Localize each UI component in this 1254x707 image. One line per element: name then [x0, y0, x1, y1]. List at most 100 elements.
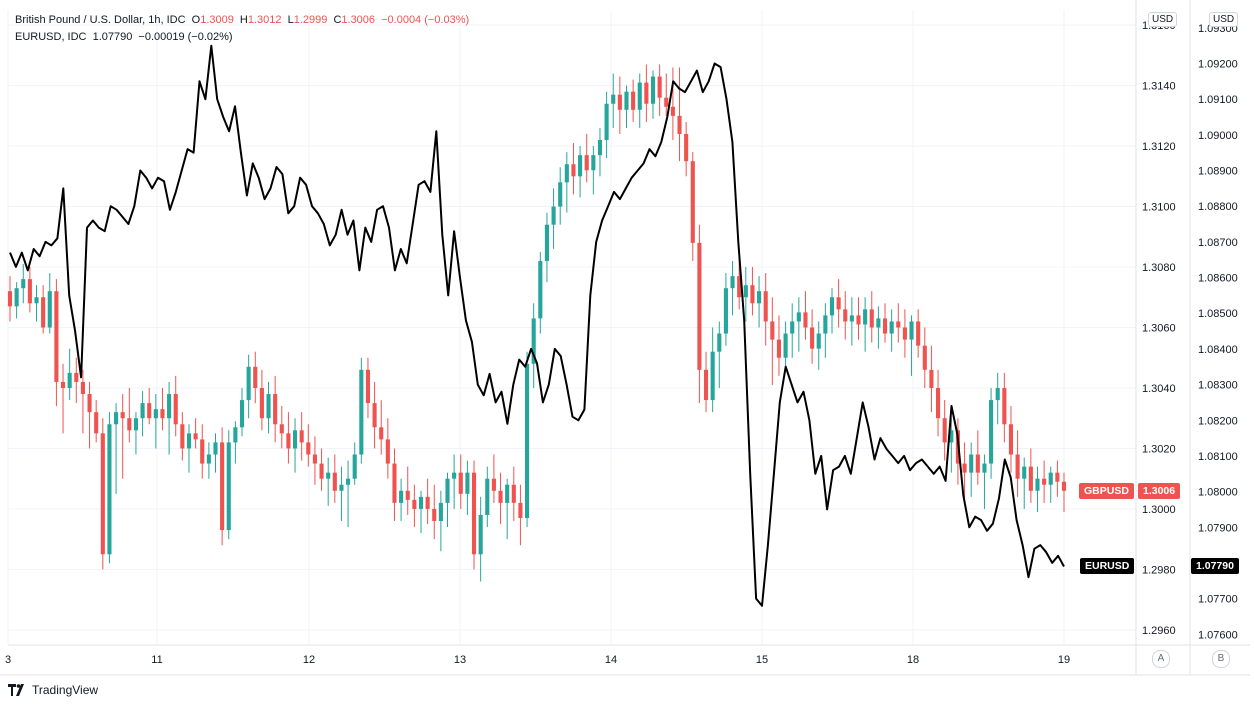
low-value: 1.2999 — [293, 14, 328, 26]
candle-body — [836, 297, 841, 310]
x-tick-label: 3 — [5, 654, 11, 666]
eur-y-tick-label: 1.08500 — [1198, 308, 1238, 320]
candle-body — [478, 514, 483, 555]
candle-body — [922, 345, 927, 370]
candle-body — [452, 472, 457, 479]
candle-body — [200, 439, 205, 464]
candle-body — [471, 472, 477, 555]
x-tick-label: 14 — [605, 654, 617, 666]
candle-body — [7, 291, 13, 307]
candle-body — [511, 484, 516, 503]
candle-body — [133, 418, 139, 431]
x-tick-label: 12 — [303, 654, 315, 666]
candle-body — [279, 424, 284, 434]
candle-body — [160, 409, 165, 419]
candle-body — [803, 312, 808, 328]
eurusd-legend: EURUSD, IDC 1.07790 −0.00019 (−0.02%) — [15, 31, 236, 43]
auto-scale-a-button[interactable]: A — [1152, 650, 1170, 668]
candle-body — [246, 366, 251, 401]
candle-body — [578, 155, 583, 177]
candle-body — [107, 424, 112, 555]
candle-body — [60, 381, 66, 388]
open-value: 1.3009 — [200, 14, 234, 26]
open-label: O — [191, 14, 201, 26]
candle-body — [571, 164, 576, 177]
candle-body — [359, 369, 364, 455]
candle-body — [929, 369, 934, 388]
gbpusd-legend: British Pound / U.S. Dollar, 1h, IDC O1.… — [15, 14, 472, 26]
currency-label-right[interactable]: USD — [1209, 12, 1239, 27]
candle-body — [757, 291, 762, 304]
candle-body — [266, 394, 271, 419]
candle-body — [995, 387, 1000, 401]
candle-body — [392, 463, 397, 503]
tradingview-logo-icon — [8, 684, 24, 696]
candle-body — [379, 427, 384, 440]
candle-body — [418, 496, 424, 509]
candle-body — [816, 333, 821, 349]
gbpusd-legend-name: British Pound / U.S. Dollar, 1h, IDC — [15, 14, 186, 26]
gbpusd-price-tag: 1.3006 — [1138, 483, 1181, 499]
candle-body — [485, 478, 490, 515]
candle-body — [80, 381, 85, 395]
x-tick-label: 13 — [454, 654, 466, 666]
candle-body — [1035, 478, 1040, 491]
candle-body — [975, 454, 980, 473]
candle-body — [863, 309, 868, 325]
candle-body — [525, 363, 530, 518]
eur-y-tick-label: 1.08100 — [1198, 451, 1238, 463]
candle-body — [206, 454, 211, 464]
gbp-y-tick-label: 1.2980 — [1142, 564, 1176, 576]
candle-body — [631, 91, 636, 110]
candle-body — [1002, 387, 1007, 425]
candle-body — [253, 366, 258, 388]
candle-body — [412, 499, 417, 509]
candle-body — [491, 478, 496, 491]
gbp-y-tick-label: 1.3080 — [1142, 262, 1176, 274]
eur-y-tick-label: 1.08000 — [1198, 487, 1238, 499]
high-label: H — [239, 14, 248, 26]
candle-body — [127, 418, 132, 431]
candle-body — [564, 164, 569, 183]
candle-body — [723, 288, 728, 334]
candle-body — [27, 279, 32, 304]
eurusd-legend-name: EURUSD, IDC — [15, 31, 87, 43]
candle-body — [239, 400, 245, 428]
gbp-y-tick-label: 1.3000 — [1142, 504, 1176, 516]
candle-body — [100, 433, 105, 555]
candle-body — [365, 369, 371, 404]
candle-body — [306, 442, 311, 455]
candle-body — [1048, 472, 1053, 485]
currency-label-left[interactable]: USD — [1148, 12, 1178, 27]
candle-body — [829, 297, 835, 316]
candle-body — [876, 318, 881, 328]
candle-body — [114, 412, 119, 425]
gbp-y-tick-label: 1.2960 — [1142, 625, 1176, 637]
candle-body — [591, 155, 596, 171]
candle-body — [690, 161, 695, 243]
candle-body — [909, 321, 914, 340]
candle-body — [670, 106, 675, 116]
eur-y-tick-label: 1.08900 — [1198, 166, 1238, 178]
auto-scale-b-button[interactable]: B — [1212, 650, 1230, 668]
high-value: 1.3012 — [247, 14, 282, 26]
eurusd-last: 1.07790 — [92, 31, 133, 43]
candle-body — [465, 472, 470, 494]
candle-body — [147, 403, 152, 419]
candle-body — [969, 454, 974, 473]
candle-body — [286, 433, 291, 449]
candle-body — [1008, 424, 1014, 455]
candle-body — [21, 279, 26, 289]
candle-body — [604, 103, 609, 141]
candle-body — [458, 472, 463, 494]
brand-name: TradingView — [32, 683, 99, 697]
candle-body — [743, 285, 748, 298]
candle-body — [220, 442, 225, 531]
candle-body — [1022, 466, 1027, 479]
candle-body — [856, 315, 861, 325]
candle-body — [213, 442, 218, 455]
axes: 1.31601.31401.31201.31001.30801.30601.30… — [0, 0, 1250, 676]
candle-body — [584, 155, 589, 171]
tradingview-brand[interactable]: TradingView — [8, 683, 98, 697]
